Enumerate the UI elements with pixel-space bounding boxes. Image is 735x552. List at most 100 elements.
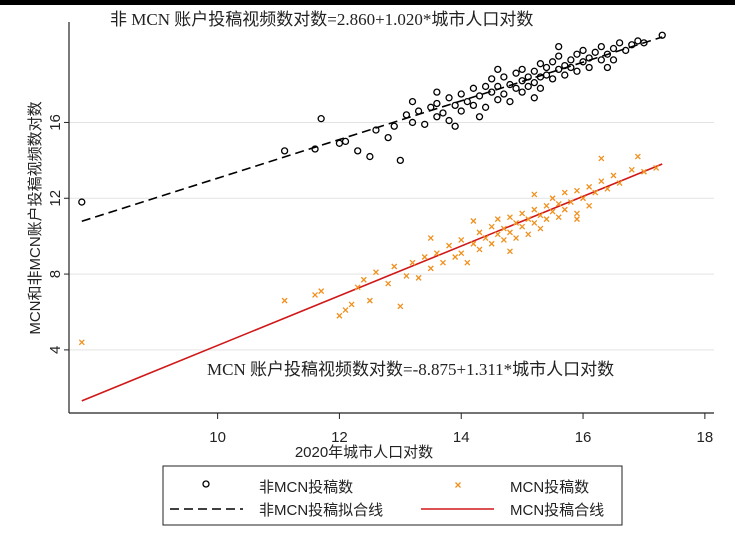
non-mcn-point <box>530 94 538 102</box>
non-mcn-point <box>555 42 563 51</box>
legend-circle-marker-icon <box>202 480 210 488</box>
mcn-fit-line <box>81 163 663 402</box>
non-mcn-point <box>567 63 575 72</box>
mcn-point <box>561 189 568 196</box>
mcn-point <box>531 206 538 213</box>
mcn-point <box>366 297 373 304</box>
mcn-point <box>342 307 349 314</box>
mcn-point <box>488 223 495 230</box>
mcn-point <box>610 172 617 179</box>
legend-label-mcn: MCN投稿数 <box>510 479 589 496</box>
x-tick-label: 14 <box>453 429 470 446</box>
mcn-point <box>488 240 495 247</box>
mcn-point <box>318 288 325 295</box>
mcn-point <box>494 216 501 223</box>
non-mcn-point <box>366 152 374 161</box>
non-mcn-point <box>488 88 496 96</box>
non-mcn-point <box>408 97 417 106</box>
mcn-point <box>507 214 513 221</box>
non-mcn-point <box>445 116 453 125</box>
non-mcn-point <box>494 65 502 74</box>
non-mcn-point <box>451 101 459 110</box>
non-mcn-point <box>524 82 532 91</box>
mcn-point <box>312 291 319 298</box>
non-mcn-point <box>402 111 411 119</box>
mcn-point <box>415 274 422 281</box>
mcn-point <box>494 231 501 238</box>
mcn-point <box>549 208 556 215</box>
non-mcn-equation-annotation: 非 MCN 账户投稿视频数对数=2.860+1.020*城市人口对数 <box>110 10 533 29</box>
non-mcn-point <box>591 48 599 56</box>
non-mcn-point <box>372 126 380 134</box>
non-mcn-point <box>555 65 563 74</box>
non-mcn-point <box>634 37 642 45</box>
mcn-point <box>470 218 477 224</box>
non-mcn-point <box>530 67 538 75</box>
non-mcn-point <box>542 63 551 72</box>
non-mcn-point <box>414 107 423 115</box>
non-mcn-point <box>640 39 648 47</box>
non-mcn-point <box>433 88 441 96</box>
non-mcn-point <box>518 77 526 85</box>
mcn-point <box>531 219 538 226</box>
x-tick-label: 12 <box>331 429 348 446</box>
non-mcn-point <box>341 137 350 146</box>
mcn-point <box>446 242 453 249</box>
non-mcn-point <box>567 56 575 64</box>
mcn-point <box>586 202 593 209</box>
mcn-point <box>433 250 440 257</box>
mcn-point <box>555 214 562 221</box>
non-mcn-point <box>603 50 612 58</box>
non-mcn-point <box>518 65 526 74</box>
non-mcn-point <box>317 115 325 123</box>
non-mcn-point <box>603 63 612 72</box>
mcn-point <box>555 200 562 207</box>
non-mcn-point <box>451 122 459 130</box>
mcn-point <box>537 212 544 219</box>
non-mcn-point <box>524 73 532 81</box>
mcn-point <box>409 259 416 266</box>
non-mcn-point <box>506 97 514 106</box>
non-mcn-point <box>463 97 471 106</box>
mcn-point <box>567 199 574 206</box>
non-mcn-point <box>421 120 429 128</box>
mcn-point <box>281 297 288 304</box>
mcn-point <box>427 265 434 272</box>
non-mcn-point <box>433 99 441 108</box>
mcn-point <box>543 216 550 223</box>
non-mcn-point <box>445 94 453 102</box>
non-mcn-point <box>530 78 538 87</box>
mcn-point <box>574 216 580 223</box>
non-mcn-point <box>481 103 490 111</box>
top-border-bar <box>0 0 735 5</box>
mcn-point <box>628 166 635 173</box>
non-mcn-point <box>469 84 478 92</box>
mcn-point <box>519 210 526 217</box>
x-axis-label: 2020年城市人口对数 <box>295 444 433 461</box>
mcn-point <box>403 273 410 279</box>
mcn-point <box>598 155 605 162</box>
mcn-point <box>458 236 465 243</box>
non-mcn-point <box>488 75 496 83</box>
legend-label-non-mcn: 非MCN投稿数 <box>259 479 353 496</box>
mcn-point <box>513 219 520 226</box>
non-mcn-point <box>512 84 520 92</box>
mcn-point <box>574 187 580 194</box>
non-mcn-point <box>615 39 624 47</box>
non-mcn-point <box>475 113 484 121</box>
x-tick-label: 10 <box>209 429 226 446</box>
mcn-point <box>598 178 605 185</box>
legend-box <box>162 465 623 526</box>
mcn-point <box>580 195 587 202</box>
mcn-point <box>604 185 611 192</box>
non-mcn-point <box>536 84 545 92</box>
mcn-point <box>549 195 556 202</box>
non-mcn-point <box>609 56 618 64</box>
legend-x-marker-icon <box>455 482 461 488</box>
axes <box>68 22 714 414</box>
mcn-point <box>519 223 526 230</box>
mcn-point <box>525 231 532 238</box>
mcn-point <box>513 235 520 242</box>
x-tick-label: 16 <box>575 429 592 446</box>
